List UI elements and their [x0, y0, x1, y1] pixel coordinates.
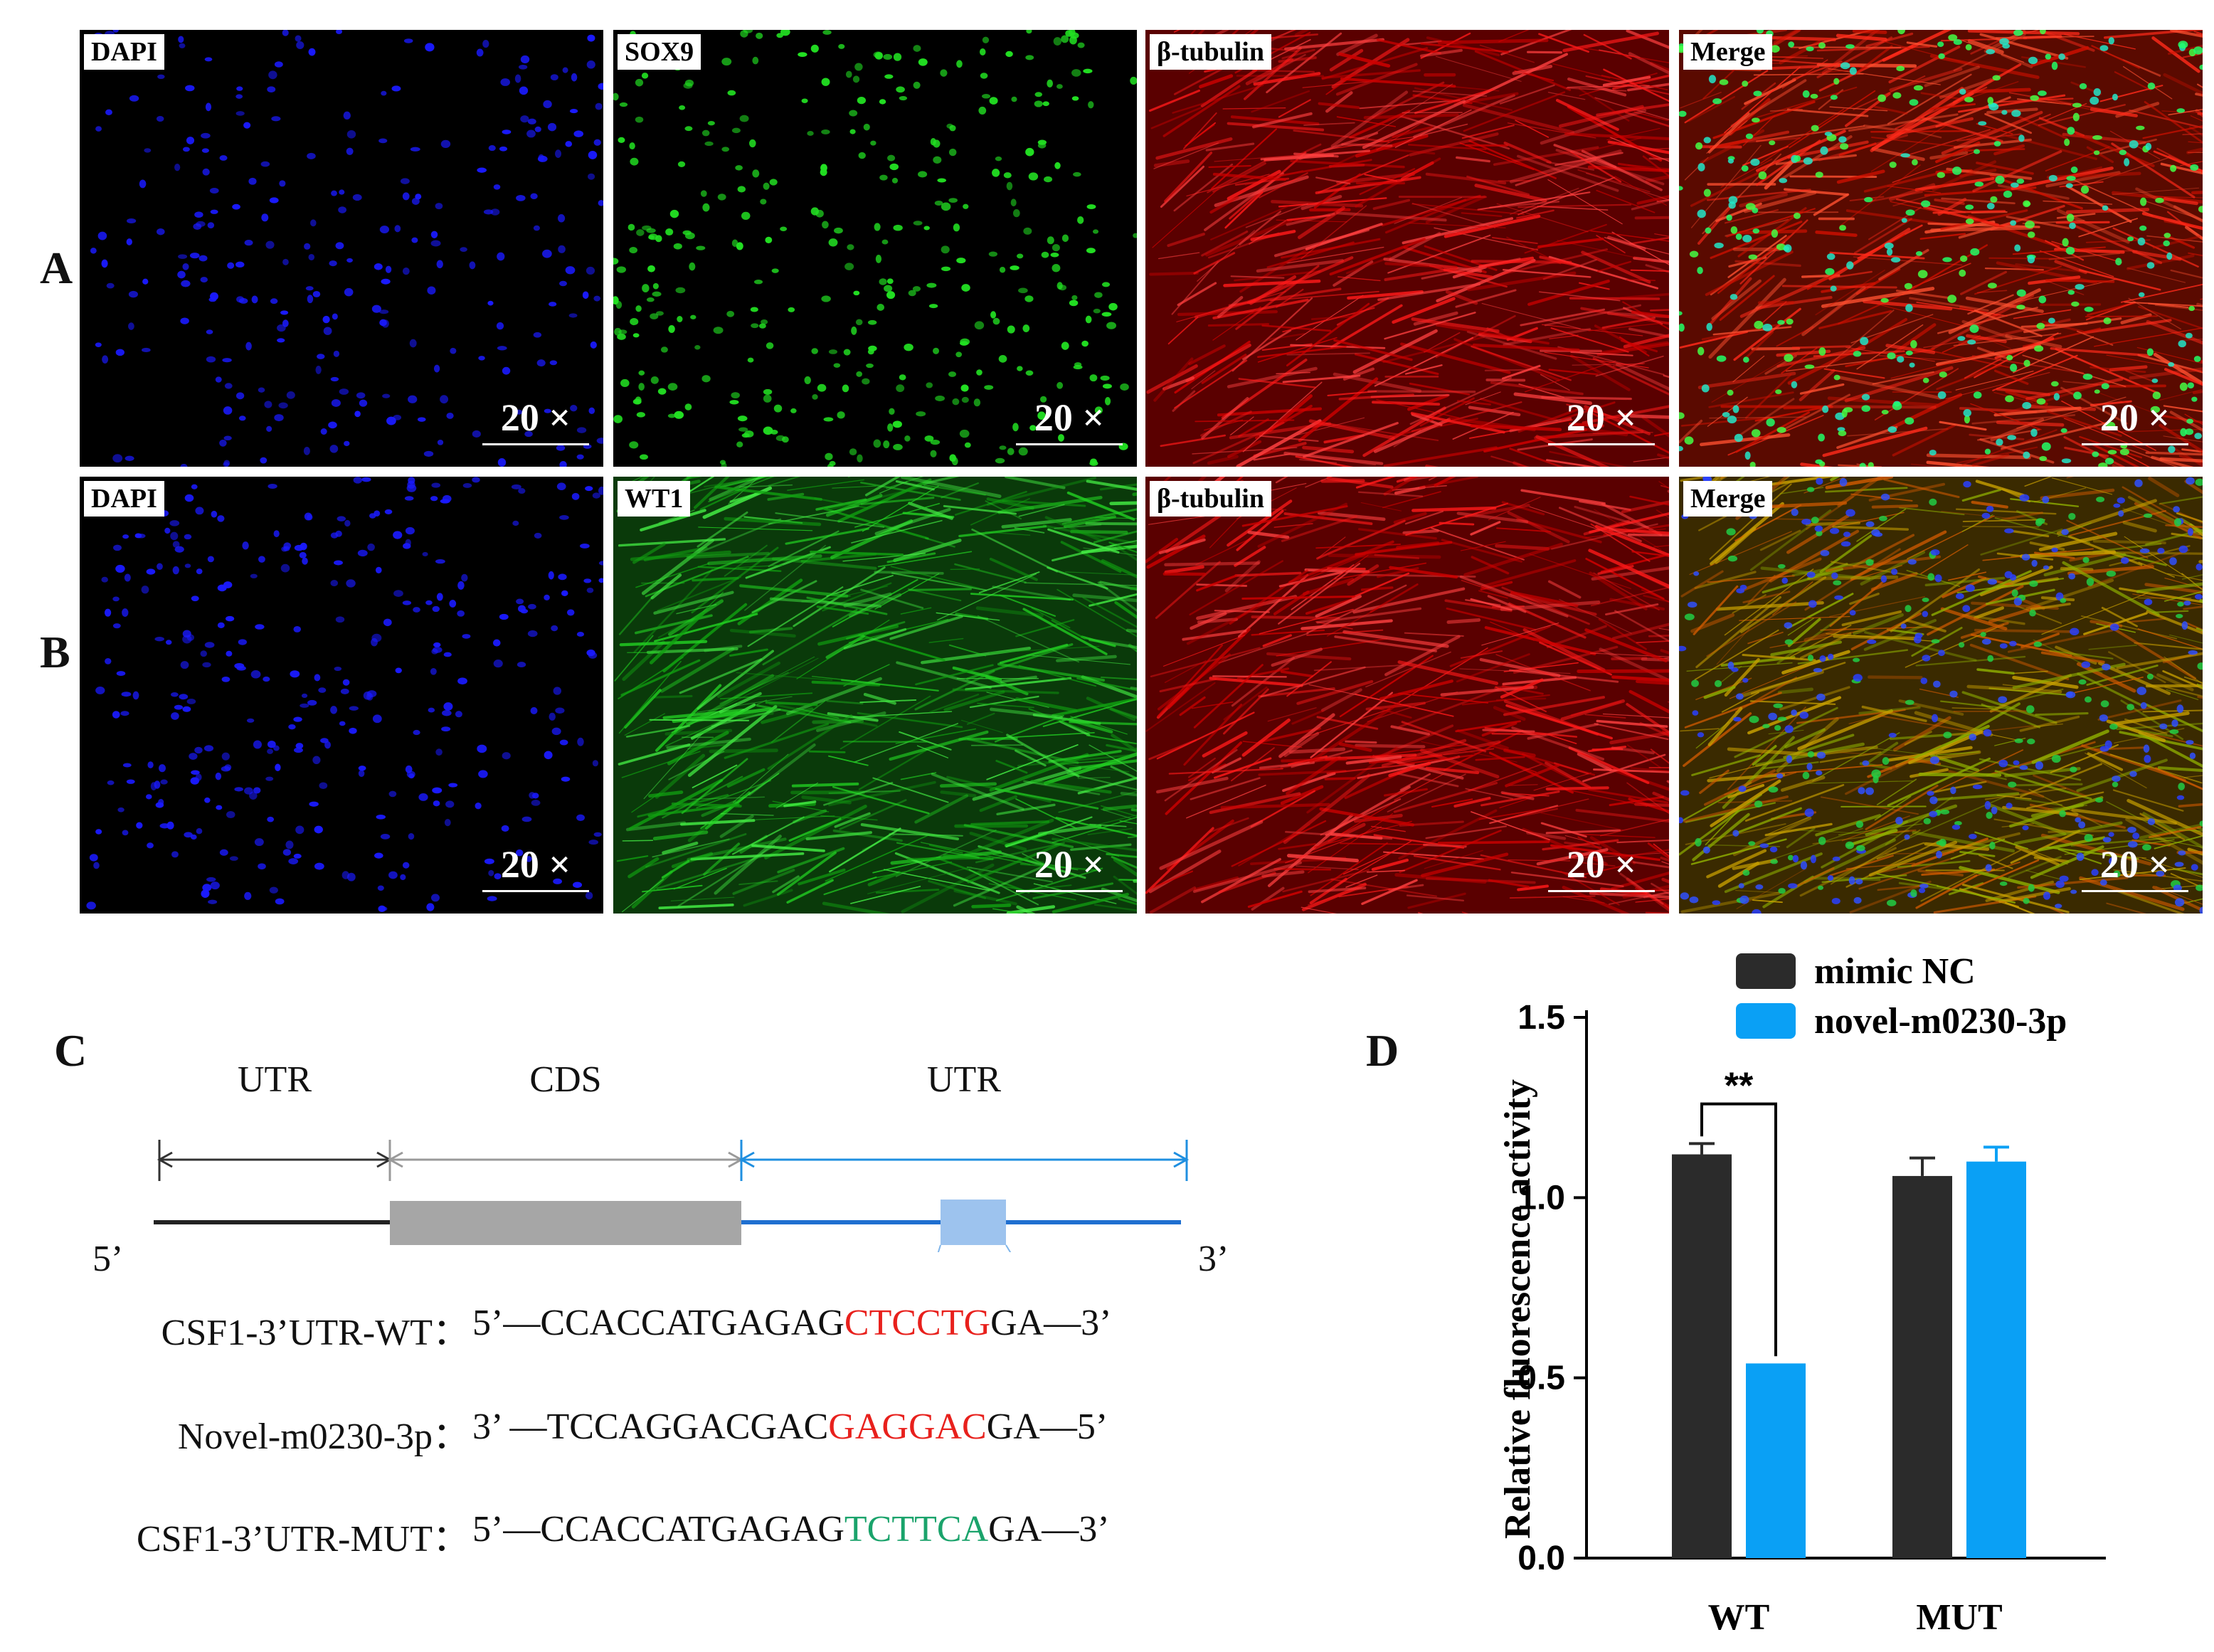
scale-bar: 20 × — [482, 398, 589, 445]
panel-b-merge: Merge 20 × — [1679, 477, 2203, 914]
zoom-line-right — [1005, 1244, 1012, 1252]
segment-label-utr5: UTR — [238, 1059, 312, 1100]
legend-label: novel-m0230-3p — [1814, 1001, 2067, 1042]
micrograph-a-dapi — [80, 30, 603, 467]
bar — [1746, 1363, 1806, 1558]
bar — [1672, 1154, 1732, 1558]
three-prime-end: 3’ — [1198, 1239, 1229, 1279]
legend-label: mimic NC — [1814, 951, 1976, 992]
significance-label: ** — [1725, 1066, 1754, 1107]
y-tick-label: 0.0 — [1518, 1540, 1565, 1577]
scale-label: 20 × — [1566, 843, 1637, 886]
y-axis-label: Relative fluorescence activity — [1498, 1079, 1538, 1539]
micrograph-b-beta-tubulin — [1145, 477, 1669, 914]
panel-d: D 0.0 0.5 1.0 1.5 Relative fluorescence acti… — [1352, 932, 2205, 1643]
row-letter-b: B — [40, 627, 70, 677]
seq-mut: 5’—CCACCATGAGAGTCTTCAGA—3’ — [472, 1508, 1110, 1550]
segment-label-utr3: UTR — [927, 1059, 1001, 1100]
seq-mirna-prefix: 3’ —TCCAGGACGAC — [472, 1407, 829, 1447]
panel-c: C — [43, 953, 1252, 1629]
scale-bar: 20 × — [2082, 844, 2188, 892]
micrograph-b-wt1 — [613, 477, 1137, 914]
micrograph-b-dapi — [80, 477, 603, 914]
panel-label: β-tubulin — [1150, 34, 1271, 70]
utr5-range-arrow — [157, 1140, 393, 1181]
scale-bar: 20 × — [1548, 398, 1655, 445]
scale-label: 20 × — [2099, 396, 2171, 439]
scale-label: 20 × — [500, 396, 571, 439]
five-prime-end: 5’ — [92, 1239, 124, 1279]
significance-bracket — [1700, 1102, 1777, 1357]
seq-label-wt: CSF1-3’UTR-WT： — [161, 1313, 470, 1353]
panel-label: Merge — [1683, 34, 1773, 70]
seq-label-mirna: Novel-m0230-3p： — [177, 1417, 470, 1457]
panel-label: DAPI — [84, 481, 164, 517]
panel-b-beta-tubulin: β-tubulin 20 × — [1145, 477, 1669, 914]
panel-label: Merge — [1683, 481, 1773, 517]
y-tick-label: 1.0 — [1518, 1179, 1565, 1217]
bar — [1966, 1161, 2026, 1558]
scale-label: 20 × — [500, 843, 571, 886]
scale-bar: 20 × — [2082, 398, 2188, 445]
seq-wt: 5’—CCACCATGAGAGCTCCTGGA—3’ — [472, 1302, 1111, 1344]
seq-mut-suffix: GA—3’ — [988, 1509, 1110, 1550]
x-tick-label: WT — [1708, 1597, 1770, 1638]
bar-chart: 0.0 0.5 1.0 1.5 Relative fluorescence activi… — [1498, 951, 2106, 1638]
scale-label: 20 × — [1034, 396, 1105, 439]
binding-site-box — [941, 1200, 1006, 1245]
panel-b-wt1: WT1 20 × — [613, 477, 1137, 914]
micrograph-a-sox9 — [613, 30, 1137, 467]
seq-mirna: 3’ —TCCAGGACGACGAGGACGA—5’ — [472, 1406, 1108, 1448]
construct-diagram — [154, 1140, 1190, 1252]
seq-wt-suffix: GA—3’ — [990, 1303, 1112, 1343]
panel-label: WT1 — [618, 481, 691, 517]
panel-a-sox9: SOX9 20 × — [613, 30, 1137, 467]
seq-mirna-suffix: GA—5’ — [986, 1407, 1108, 1447]
scale-bar: 20 × — [1548, 844, 1655, 892]
panel-b-dapi: DAPI 20 × — [80, 477, 603, 914]
micrograph-a-merge — [1679, 30, 2203, 467]
scale-label: 20 × — [2099, 843, 2171, 886]
scale-bar: 20 × — [1016, 844, 1123, 892]
legend-swatch — [1736, 953, 1796, 989]
x-tick-label: MUT — [1916, 1597, 2002, 1638]
seq-mut-prefix: 5’—CCACCATGAGAG — [472, 1509, 844, 1550]
seq-mut-site: TCTTCA — [844, 1509, 989, 1550]
row-letter-a: A — [40, 243, 73, 293]
panel-a-merge: Merge 20 × — [1679, 30, 2203, 467]
segment-label-cds: CDS — [529, 1059, 602, 1100]
cds-box — [390, 1201, 741, 1245]
scale-label: 20 × — [1034, 843, 1105, 886]
panel-letter-c: C — [54, 1025, 88, 1076]
seq-label-mut: CSF1-3’UTR-MUT： — [136, 1519, 470, 1560]
legend-swatch — [1736, 1003, 1796, 1039]
cds-range-arrow — [387, 1140, 744, 1181]
panel-label: DAPI — [84, 34, 164, 70]
y-tick-label: 1.5 — [1518, 999, 1565, 1037]
scale-label: 20 × — [1566, 396, 1637, 439]
seq-wt-site: CTCCTG — [844, 1303, 991, 1343]
panel-a-beta-tubulin: β-tubulin 20 × — [1145, 30, 1669, 467]
panel-letter-d: D — [1366, 1025, 1399, 1076]
y-tick-label: 0.5 — [1518, 1360, 1565, 1397]
panel-a-dapi: DAPI 20 × — [80, 30, 603, 467]
seq-wt-prefix: 5’—CCACCATGAGAG — [472, 1303, 844, 1343]
zoom-line-left — [937, 1244, 941, 1252]
panel-label: SOX9 — [618, 34, 701, 70]
utr3-range-arrow — [738, 1140, 1190, 1181]
bar — [1892, 1175, 1952, 1558]
micrograph-b-merge — [1679, 477, 2203, 914]
scale-bar: 20 × — [482, 844, 589, 892]
scale-bar: 20 × — [1016, 398, 1123, 445]
panel-label: β-tubulin — [1150, 481, 1271, 517]
seq-mirna-site: GAGGAC — [828, 1407, 987, 1447]
